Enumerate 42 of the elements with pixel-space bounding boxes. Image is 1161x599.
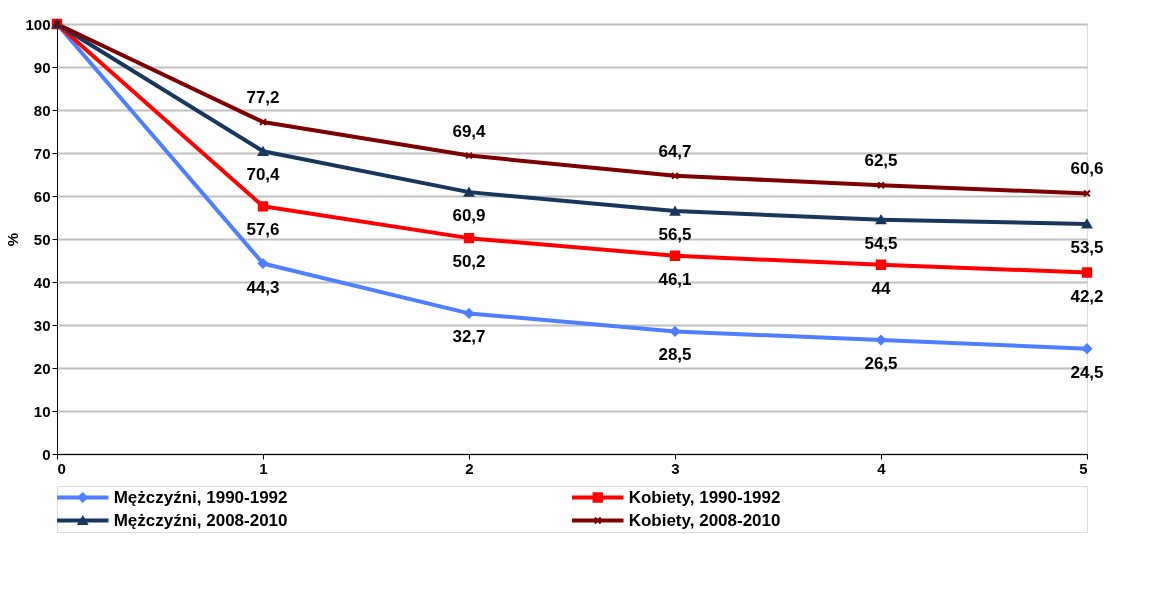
- legend-label: Kobiety, 2008-2010: [628, 510, 781, 530]
- legend-label: Mężczyźni, 1990-1992: [113, 487, 288, 507]
- x-tick-label: 4: [877, 459, 887, 477]
- data-label: 64,7: [658, 141, 692, 161]
- y-axis-title: %: [4, 232, 22, 247]
- y-tick-label: 70: [33, 144, 51, 162]
- data-label: 24,5: [1070, 362, 1104, 382]
- y-tick-label: 40: [33, 273, 51, 291]
- data-label: 57,6: [246, 220, 280, 240]
- y-tick-label: 20: [33, 359, 51, 377]
- data-label: 44,3: [246, 277, 280, 297]
- data-label: 26,5: [864, 354, 898, 374]
- data-label: 42,2: [1070, 286, 1104, 306]
- legend-label: Kobiety, 1990-1992: [628, 487, 781, 507]
- data-label: 28,5: [658, 345, 692, 365]
- data-label: 69,4: [452, 121, 487, 141]
- data-label: 53,5: [1070, 237, 1104, 257]
- y-tick-label: 0: [42, 445, 51, 463]
- y-tick-label: 30: [33, 316, 51, 334]
- y-tick-label: 100: [25, 15, 51, 33]
- x-tick-label: 1: [259, 459, 268, 477]
- data-label: 77,2: [246, 88, 280, 108]
- y-tick-label: 80: [33, 101, 51, 119]
- data-label: 50,2: [452, 252, 486, 272]
- x-tick-label: 3: [671, 459, 680, 477]
- data-label: 46,1: [658, 269, 692, 289]
- data-label: 44: [871, 278, 891, 298]
- legend-label: Mężczyźni, 2008-2010: [113, 510, 288, 530]
- y-tick-label: 90: [33, 58, 51, 76]
- data-label: 32,7: [452, 327, 486, 347]
- data-label: 62,5: [864, 151, 898, 171]
- data-label: 54,5: [864, 233, 898, 253]
- data-label: 60,6: [1070, 159, 1104, 179]
- x-tick-label: 0: [57, 459, 66, 477]
- data-label: 56,5: [658, 225, 692, 245]
- data-label: 70,4: [246, 165, 281, 185]
- y-tick-label: 10: [33, 402, 51, 420]
- data-label: 60,9: [452, 206, 486, 226]
- y-tick-label: 60: [33, 187, 51, 205]
- x-tick-label: 2: [465, 459, 474, 477]
- y-tick-label: 50: [33, 230, 51, 248]
- x-tick-label: 5: [1079, 459, 1088, 477]
